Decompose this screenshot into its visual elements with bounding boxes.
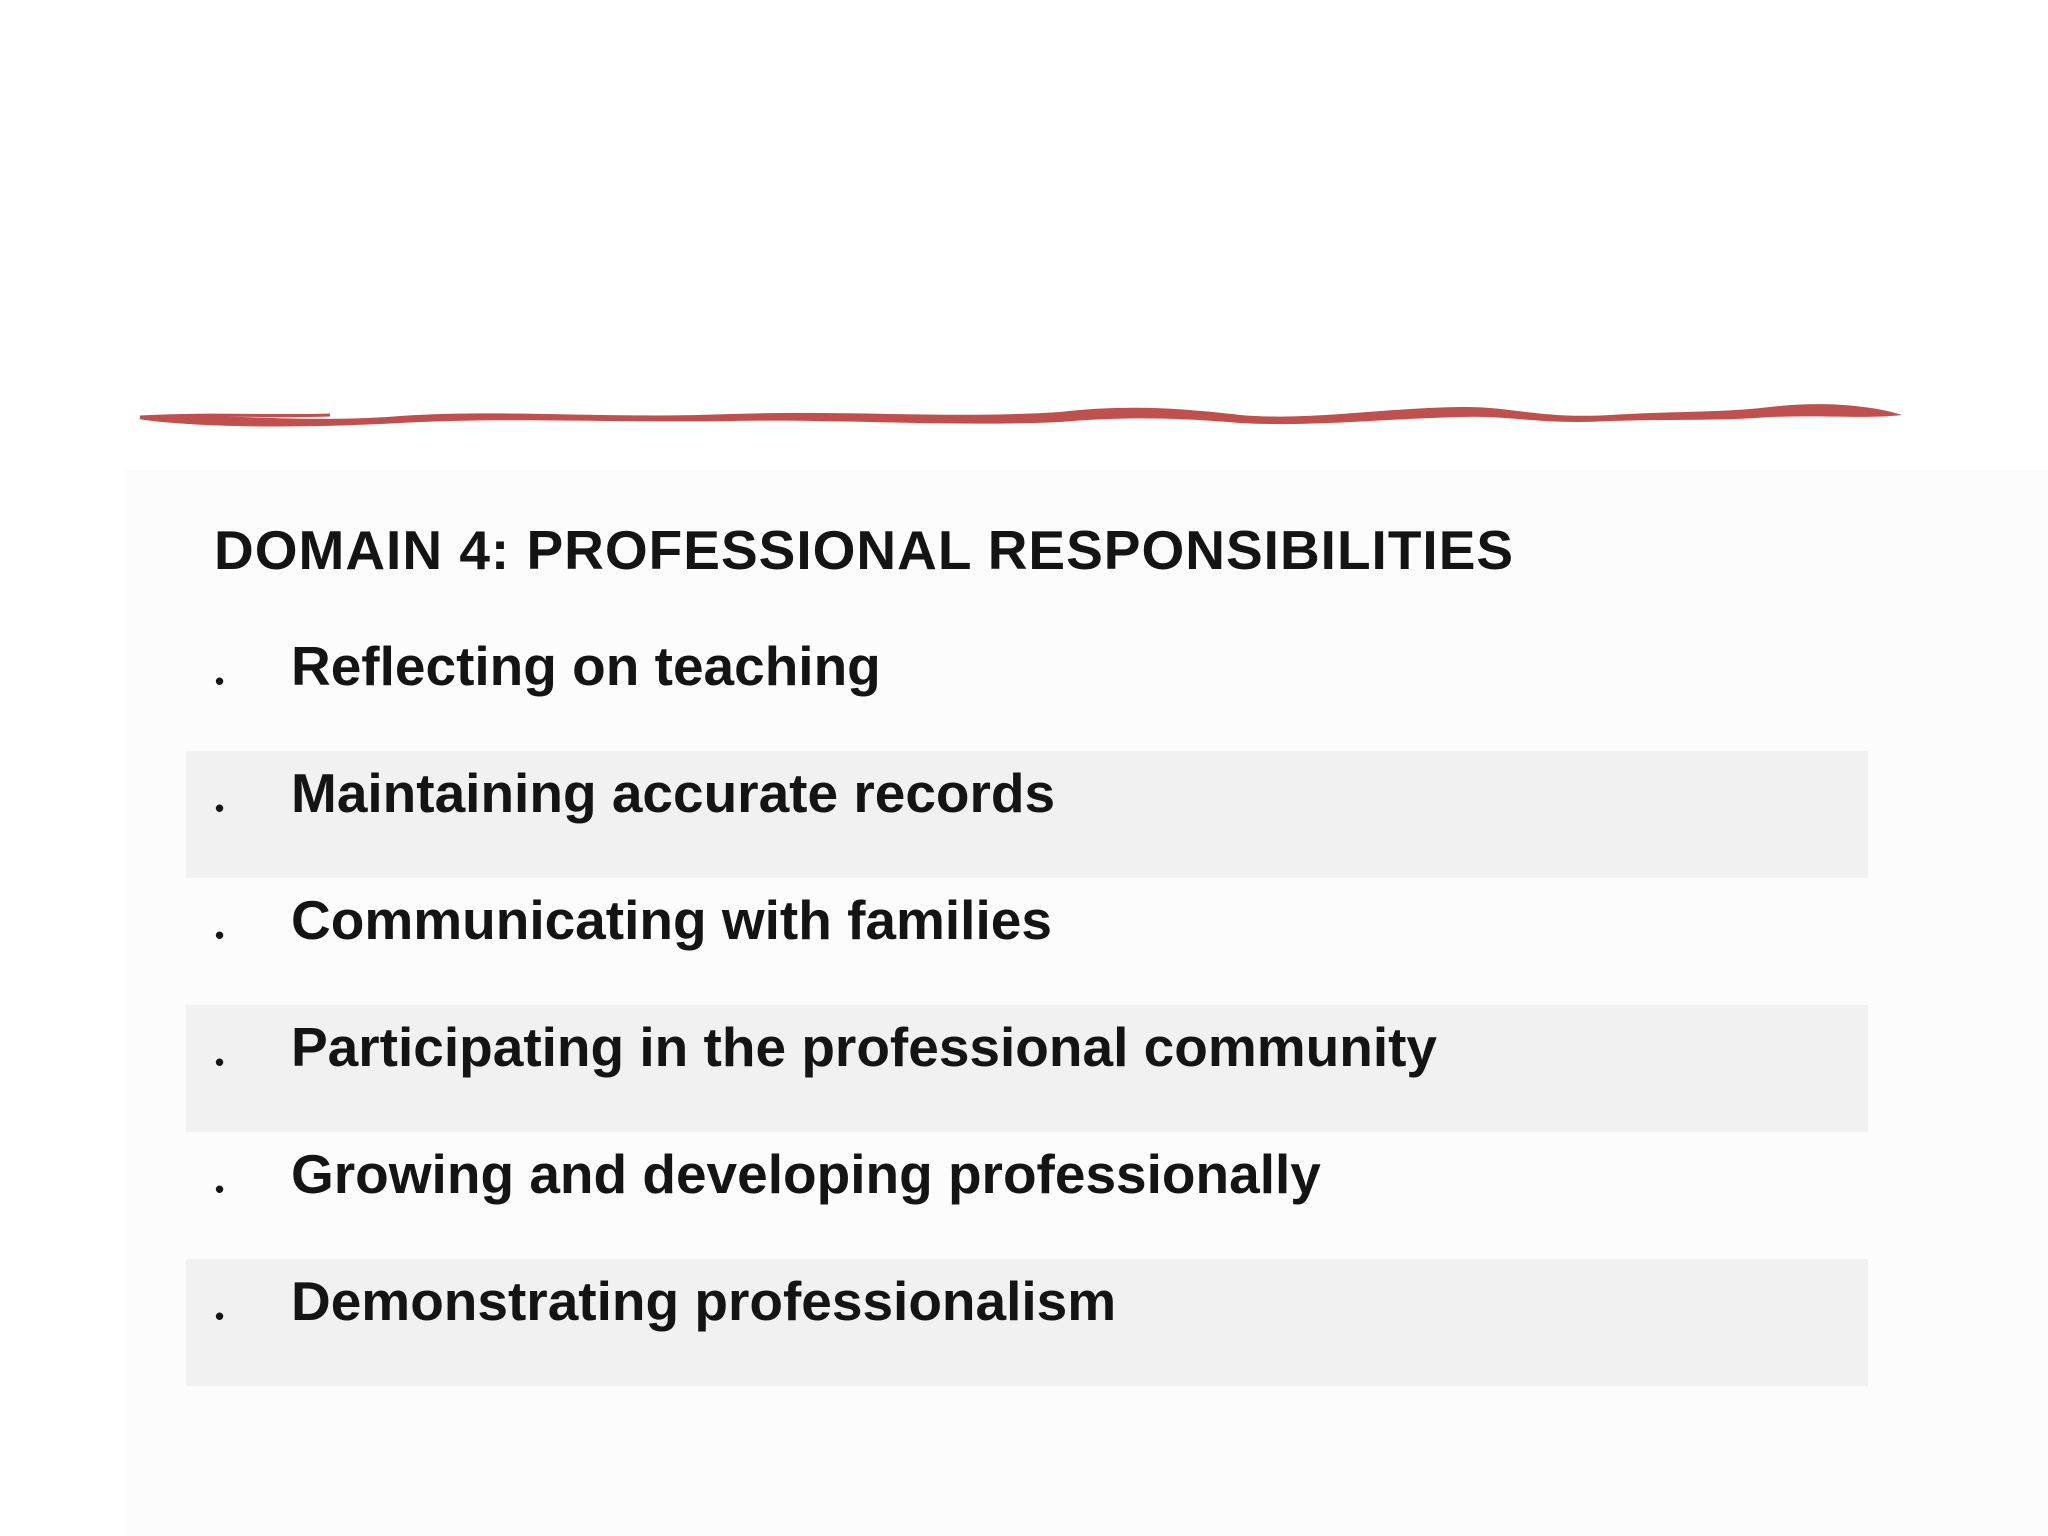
bullet-list: • Reflecting on teaching • Maintaining a… [186,624,1868,1386]
list-item: • Growing and developing professionally [186,1132,1868,1259]
bullet-dot-icon: • [215,1047,225,1077]
list-item: • Participating in the professional comm… [186,1005,1868,1132]
bullet-dot-icon: • [215,920,225,950]
bullet-dot-icon: • [215,666,225,696]
list-item: • Demonstrating professionalism [186,1259,1868,1386]
list-item-label: Growing and developing professionally [291,1143,1321,1205]
list-item-label: Maintaining accurate records [291,762,1056,824]
list-item: • Maintaining accurate records [186,751,1868,878]
list-item-label: Reflecting on teaching [291,635,881,697]
list-item-label: Communicating with families [291,889,1052,951]
bullet-dot-icon: • [215,1174,225,1204]
red-brush-stroke-divider [138,404,1902,427]
bullet-dot-icon: • [215,1301,225,1331]
slide-title: DOMAIN 4: PROFESSIONAL RESPONSIBILITIES [214,519,1515,581]
list-item: • Communicating with families [186,878,1868,1005]
list-item-label: Participating in the professional commun… [291,1016,1438,1078]
bullet-dot-icon: • [215,793,225,823]
list-item: • Reflecting on teaching [186,624,1868,751]
list-item-label: Demonstrating professionalism [291,1270,1117,1332]
